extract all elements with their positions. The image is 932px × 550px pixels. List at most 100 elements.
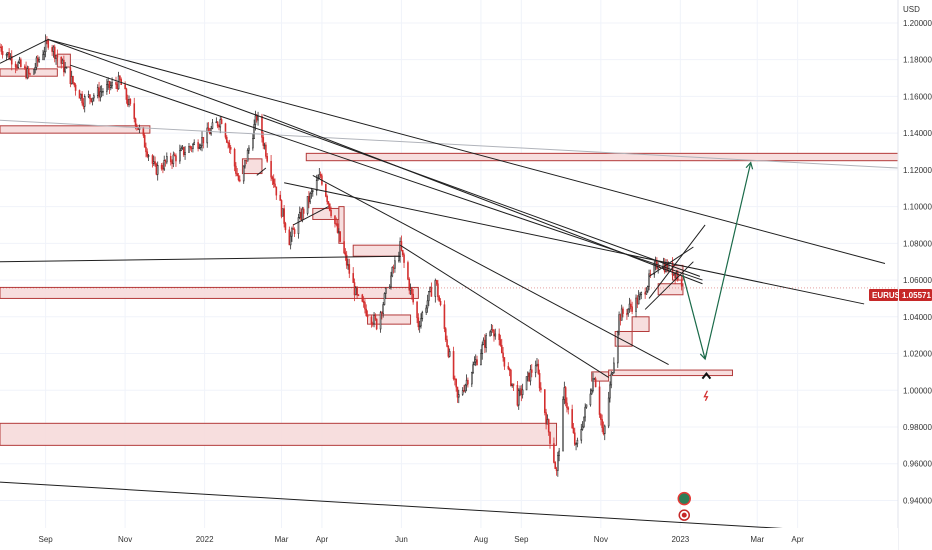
candle-body <box>102 91 104 93</box>
candle-body <box>189 146 192 148</box>
candle-body <box>473 361 476 366</box>
candle-body <box>417 317 420 328</box>
candle-body <box>610 373 613 386</box>
price-tick-label: 1.16000 <box>903 92 932 101</box>
candle-body <box>25 67 27 79</box>
candle-body <box>280 200 283 217</box>
event-dot-icon <box>677 491 692 506</box>
trendline <box>648 246 694 277</box>
candle-body <box>534 365 537 373</box>
candle-body <box>562 399 564 452</box>
candle-body <box>309 193 311 203</box>
candle-body <box>283 208 285 224</box>
candle-body <box>355 287 357 296</box>
candle-body <box>603 425 606 435</box>
candle-body <box>502 352 504 358</box>
candle-body <box>516 385 519 406</box>
candle-body <box>271 176 274 180</box>
candle-body <box>439 300 442 306</box>
price-axis-panel[interactable] <box>898 0 932 550</box>
price-tick-label: 0.98000 <box>903 423 932 432</box>
candle-body <box>239 179 241 182</box>
time-tick-label: Jun <box>395 535 408 544</box>
candle-body <box>319 174 322 177</box>
candle-body <box>262 137 265 146</box>
candle-body <box>96 87 99 96</box>
candle-body <box>375 318 378 330</box>
candle-body <box>609 384 611 399</box>
candle-body <box>601 419 603 428</box>
candle-body <box>160 165 163 169</box>
price-tick-label: 0.96000 <box>903 460 932 469</box>
candle-body <box>20 59 22 67</box>
time-tick-label: 2023 <box>671 535 689 544</box>
candle-body <box>426 300 429 309</box>
trendlines <box>0 39 899 536</box>
candle-body <box>616 331 619 364</box>
candle-body <box>327 201 330 205</box>
candle-body <box>500 344 503 354</box>
candle-body <box>279 194 282 201</box>
candle-body <box>461 390 464 395</box>
candle-body <box>590 390 593 395</box>
candle-body <box>80 93 82 99</box>
candle-body <box>52 46 55 52</box>
candle-body <box>65 67 68 69</box>
candle-body <box>365 308 368 316</box>
candle-body <box>584 406 586 418</box>
candle-body <box>583 416 585 428</box>
supply-demand-zone <box>0 422 558 446</box>
candle-body <box>465 379 468 386</box>
time-axis-panel[interactable] <box>0 528 898 550</box>
candle-body <box>242 165 245 182</box>
candle-body <box>228 142 231 148</box>
candle-body <box>446 339 448 347</box>
candle-body <box>444 328 447 340</box>
candle-body <box>236 173 239 176</box>
candle-body <box>507 365 510 370</box>
candle-body <box>17 62 20 68</box>
candle-body <box>202 137 205 144</box>
candle-body <box>55 54 57 59</box>
candle-body <box>64 67 66 73</box>
symbol-tag-bg <box>869 289 898 301</box>
candle-body <box>680 279 683 287</box>
candle-body <box>27 68 30 74</box>
projection-arrowhead <box>745 161 754 170</box>
trendline <box>644 261 694 310</box>
candle-body <box>644 292 646 295</box>
candle-body <box>618 314 620 333</box>
candle-body <box>399 241 401 257</box>
candle-body <box>626 313 628 315</box>
supply-demand-zone <box>352 244 401 257</box>
candle-body <box>70 75 73 85</box>
candle-body <box>631 306 633 312</box>
candle-body <box>543 389 546 413</box>
supply-demand-zone <box>608 369 733 377</box>
candle-body <box>184 152 186 155</box>
time-tick-label: Mar <box>750 535 764 544</box>
price-tick-label: 1.14000 <box>903 129 932 138</box>
candle-body <box>293 229 296 235</box>
candle-body <box>129 99 132 104</box>
overlays <box>0 161 898 521</box>
candle-body <box>145 147 147 153</box>
candle-body <box>493 330 495 337</box>
candle-body <box>571 409 573 429</box>
supply-demand-zone <box>241 158 263 175</box>
candle-body <box>540 387 542 390</box>
candle-body <box>593 378 596 380</box>
candle-body <box>261 116 263 138</box>
candle-body <box>53 46 56 59</box>
candle-body <box>366 315 369 318</box>
candle-body <box>398 256 400 262</box>
candle-body <box>235 165 237 174</box>
price-tick-label: 1.18000 <box>903 56 932 65</box>
candle-body <box>645 290 648 295</box>
candle-body <box>572 427 575 434</box>
candle-body <box>437 283 439 298</box>
candle-body <box>310 191 313 194</box>
candle-body <box>72 75 74 84</box>
candle-body <box>407 262 409 280</box>
